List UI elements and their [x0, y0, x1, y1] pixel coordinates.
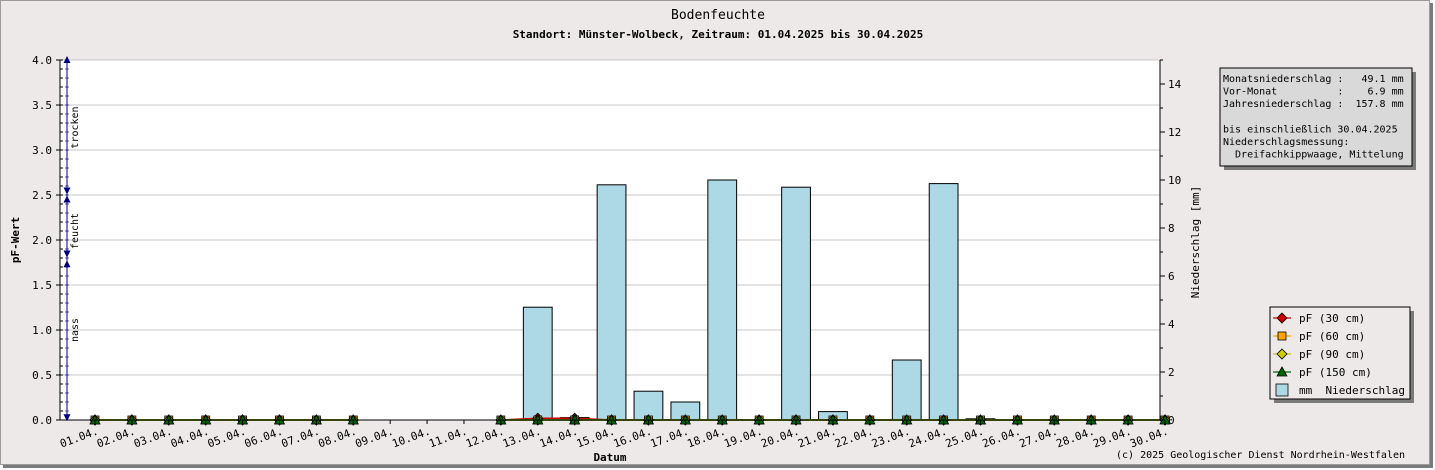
- zone-arrow: [63, 195, 71, 203]
- x-tick-label: 12.04.: [464, 425, 506, 451]
- x-tick-label: 24.04.: [907, 425, 949, 451]
- x-tick-label: 11.04.: [427, 425, 469, 451]
- x-axis-ticks: 01.04.02.04.03.04.04.04.05.04.06.04.07.0…: [58, 420, 1170, 450]
- y-left-tick-label: 2.5: [32, 189, 52, 202]
- legend-label: pF (90 cm): [1299, 348, 1365, 361]
- legend-swatch: [1276, 312, 1288, 324]
- zone-arrow: [63, 56, 71, 63]
- zone-label: nass: [70, 318, 81, 342]
- x-tick-label: 09.04.: [353, 425, 395, 451]
- x-tick-label: 20.04.: [759, 425, 801, 451]
- legend-swatch: [1276, 366, 1288, 377]
- x-tick-label: 10.04.: [390, 425, 432, 451]
- y-axis-left-label: pF-Wert: [9, 217, 22, 263]
- info-line: Niederschlagsmessung:: [1223, 137, 1349, 148]
- chart-subtitle: Standort: Münster-Wolbeck, Zeitraum: 01.…: [513, 28, 924, 41]
- legend-label: mm Niederschlag: [1299, 384, 1405, 397]
- info-line: Dreifachkippwaage, Mittelung: [1223, 150, 1404, 161]
- info-line: Jahresniederschlag : 157.8 mm: [1223, 99, 1404, 110]
- x-tick-label: 05.04.: [206, 425, 248, 451]
- x-tick-label: 07.04.: [280, 425, 322, 451]
- x-tick-label: 26.04.: [981, 425, 1023, 451]
- y-left-tick-label: 0.0: [32, 414, 52, 427]
- x-tick-label: 16.04.: [612, 425, 654, 451]
- x-tick-label: 27.04.: [1018, 425, 1060, 451]
- legend-swatch: [1277, 331, 1287, 341]
- y-right-tick-label: 10: [1168, 174, 1181, 187]
- legend-label: pF (150 cm): [1299, 366, 1372, 379]
- x-tick-label: 18.04.: [685, 425, 727, 451]
- y-axis-left-ticks: 0.0 0.5 1.0 1.5 2.0 2.5 3.0 3.5 4.0: [32, 54, 63, 427]
- y-left-tick-label: 1.5: [32, 279, 52, 292]
- zone-arrow: [63, 414, 71, 422]
- y-left-tick-label: 0.5: [32, 369, 52, 382]
- x-tick-label: 01.04.: [58, 425, 100, 451]
- legend: pF (30 cm) pF (60 cm) pF (90 cm) pF (150 cm…: [1269, 306, 1414, 403]
- x-tick-label: 08.04.: [317, 425, 359, 451]
- zone-arrow: [63, 187, 71, 195]
- x-tick-label: 02.04.: [95, 425, 137, 451]
- x-tick-label: 06.04.: [243, 425, 285, 451]
- info-line: bis einschließlich 30.04.2025: [1223, 124, 1398, 135]
- x-tick-label: 29.04.: [1091, 425, 1133, 451]
- precipitation-bars: [522, 179, 996, 421]
- y-right-tick-label: 14: [1168, 78, 1182, 91]
- precipitation-bar: [781, 186, 811, 421]
- y-left-tick-label: 3.0: [32, 144, 52, 157]
- y-right-tick-label: 0: [1168, 414, 1175, 427]
- precipitation-bar: [522, 306, 553, 421]
- x-tick-label: 21.04.: [796, 425, 838, 451]
- y-right-tick-label: 12: [1168, 126, 1181, 139]
- y-left-tick-label: 2.0: [32, 234, 52, 247]
- x-tick-label: 14.04.: [538, 425, 580, 451]
- x-tick-label: 19.04.: [722, 425, 764, 451]
- info-line: Vor-Monat : 6.9 mm: [1223, 87, 1404, 98]
- x-tick-label: 30.04.: [1128, 425, 1170, 451]
- precipitation-bar: [928, 183, 959, 421]
- x-tick-label: 25.04.: [944, 425, 986, 451]
- x-tick-label: 15.04.: [575, 425, 617, 451]
- y-right-tick-label: 6: [1168, 270, 1175, 283]
- zone-arrow: [63, 250, 71, 258]
- zone-label: feucht: [70, 213, 81, 249]
- x-tick-label: 17.04.: [649, 425, 691, 451]
- x-tick-label: 22.04.: [833, 425, 875, 451]
- zone-arrow: [63, 260, 71, 268]
- zone-label: trocken: [70, 106, 81, 148]
- y-left-tick-label: 4.0: [32, 54, 52, 67]
- moisture-zones: trocken feucht nass: [63, 56, 81, 422]
- y-right-tick-label: 4: [1168, 318, 1175, 331]
- legend-swatch: [1276, 348, 1288, 360]
- x-tick-label: 13.04.: [501, 425, 543, 451]
- x-tick-label: 03.04.: [132, 425, 174, 451]
- info-box: Monatsniederschlag : 49.1 mm Vor-Monat : …: [1219, 67, 1416, 170]
- y-axis-right-ticks: 0 2 4 6 8 10 12 14: [1160, 59, 1182, 427]
- x-tick-label: 04.04.: [169, 425, 211, 451]
- y-left-tick-label: 1.0: [32, 324, 52, 337]
- y-right-tick-label: 8: [1168, 222, 1175, 235]
- copyright: (c) 2025 Geologischer Dienst Nordrhein-W…: [1116, 450, 1405, 461]
- legend-swatch: [1275, 383, 1289, 397]
- y-axis-right-label: Niederschlag [mm]: [1189, 186, 1202, 299]
- precipitation-bar: [707, 179, 738, 421]
- x-tick-label: 23.04.: [870, 425, 912, 451]
- y-left-tick-label: 3.5: [32, 99, 52, 112]
- precipitation-bar: [596, 184, 627, 421]
- x-tick-label: 28.04.: [1054, 425, 1096, 451]
- precipitation-bar: [891, 359, 922, 421]
- x-axis-label: Datum: [593, 451, 626, 464]
- legend-label: pF (30 cm): [1299, 312, 1365, 325]
- y-right-tick-label: 2: [1168, 366, 1175, 379]
- info-line: Monatsniederschlag : 49.1 mm: [1223, 74, 1404, 85]
- legend-label: pF (60 cm): [1299, 330, 1365, 343]
- chart-title: Bodenfeuchte: [671, 8, 765, 23]
